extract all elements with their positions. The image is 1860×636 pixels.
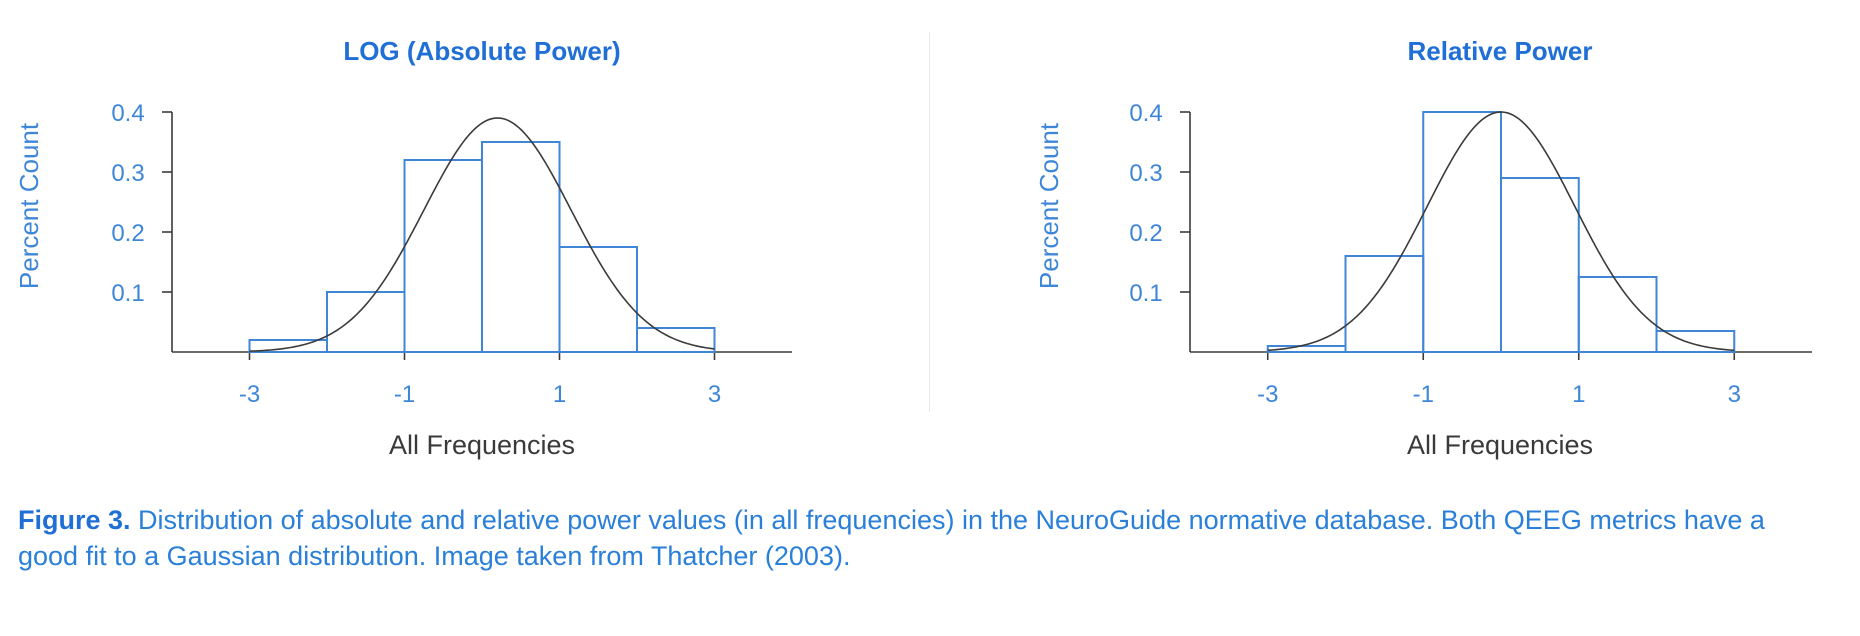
- histogram-bar-absolute: [326, 291, 406, 353]
- x-axis-label-absolute: All Frequencies: [389, 430, 575, 460]
- histogram-bar-relative: [1500, 177, 1580, 353]
- x-tick-label-absolute: 1: [553, 381, 566, 408]
- histogram-bar-relative: [1422, 111, 1502, 353]
- y-tick-label-relative: 0.2: [1129, 220, 1162, 247]
- y-tick-label-relative: 0.4: [1129, 100, 1162, 127]
- y-axis-label-absolute: Percent Count: [14, 122, 44, 289]
- x-tick-label-relative: 3: [1728, 381, 1741, 408]
- panel-divider: [929, 32, 930, 412]
- histogram-bar-relative: [1655, 330, 1736, 353]
- y-tick-label-absolute: 0.2: [111, 220, 144, 247]
- figure-caption: Figure 3. Distribution of absolute and r…: [18, 502, 1818, 574]
- y-tick-label-absolute: 0.3: [111, 160, 144, 187]
- gaussian-curve-relative: [1267, 111, 1735, 352]
- y-tick-label-absolute: 0.1: [111, 280, 144, 307]
- y-tick-label-relative: 0.1: [1129, 280, 1162, 307]
- histogram-bar-absolute: [403, 159, 483, 353]
- y-tick-label-relative: 0.3: [1129, 160, 1162, 187]
- histogram-bar-absolute: [636, 327, 716, 353]
- histogram-bar-absolute: [558, 246, 638, 353]
- figure-charts: LOG (Absolute Power) Percent Count 0.1 0.2 0…: [14, 32, 1812, 460]
- histogram-charts: LOG (Absolute Power) Percent Count 0.1 0.2 0…: [14, 36, 1812, 460]
- x-tick-label-relative: 1: [1572, 381, 1585, 408]
- histogram-bar-relative: [1344, 255, 1425, 353]
- x-tick-label-absolute: 3: [708, 381, 721, 408]
- y-axis-label-relative: Percent Count: [1034, 122, 1064, 289]
- histogram-bar-relative: [1577, 276, 1658, 353]
- histogram-bar-absolute: [481, 141, 561, 353]
- x-tick-label-absolute: -3: [239, 381, 260, 408]
- chart-title-absolute: LOG (Absolute Power): [343, 36, 620, 66]
- x-tick-label-absolute: -1: [394, 381, 415, 408]
- caption-label: Figure 3.: [18, 505, 131, 535]
- x-tick-label-relative: -3: [1257, 381, 1278, 408]
- x-axis-label-relative: All Frequencies: [1407, 430, 1593, 460]
- y-tick-label-absolute: 0.4: [111, 100, 144, 127]
- x-tick-label-relative: -1: [1413, 381, 1434, 408]
- chart-title-relative: Relative Power: [1408, 36, 1593, 66]
- caption-text: Distribution of absolute and relative po…: [18, 505, 1765, 571]
- gaussian-curve-absolute: [249, 117, 715, 352]
